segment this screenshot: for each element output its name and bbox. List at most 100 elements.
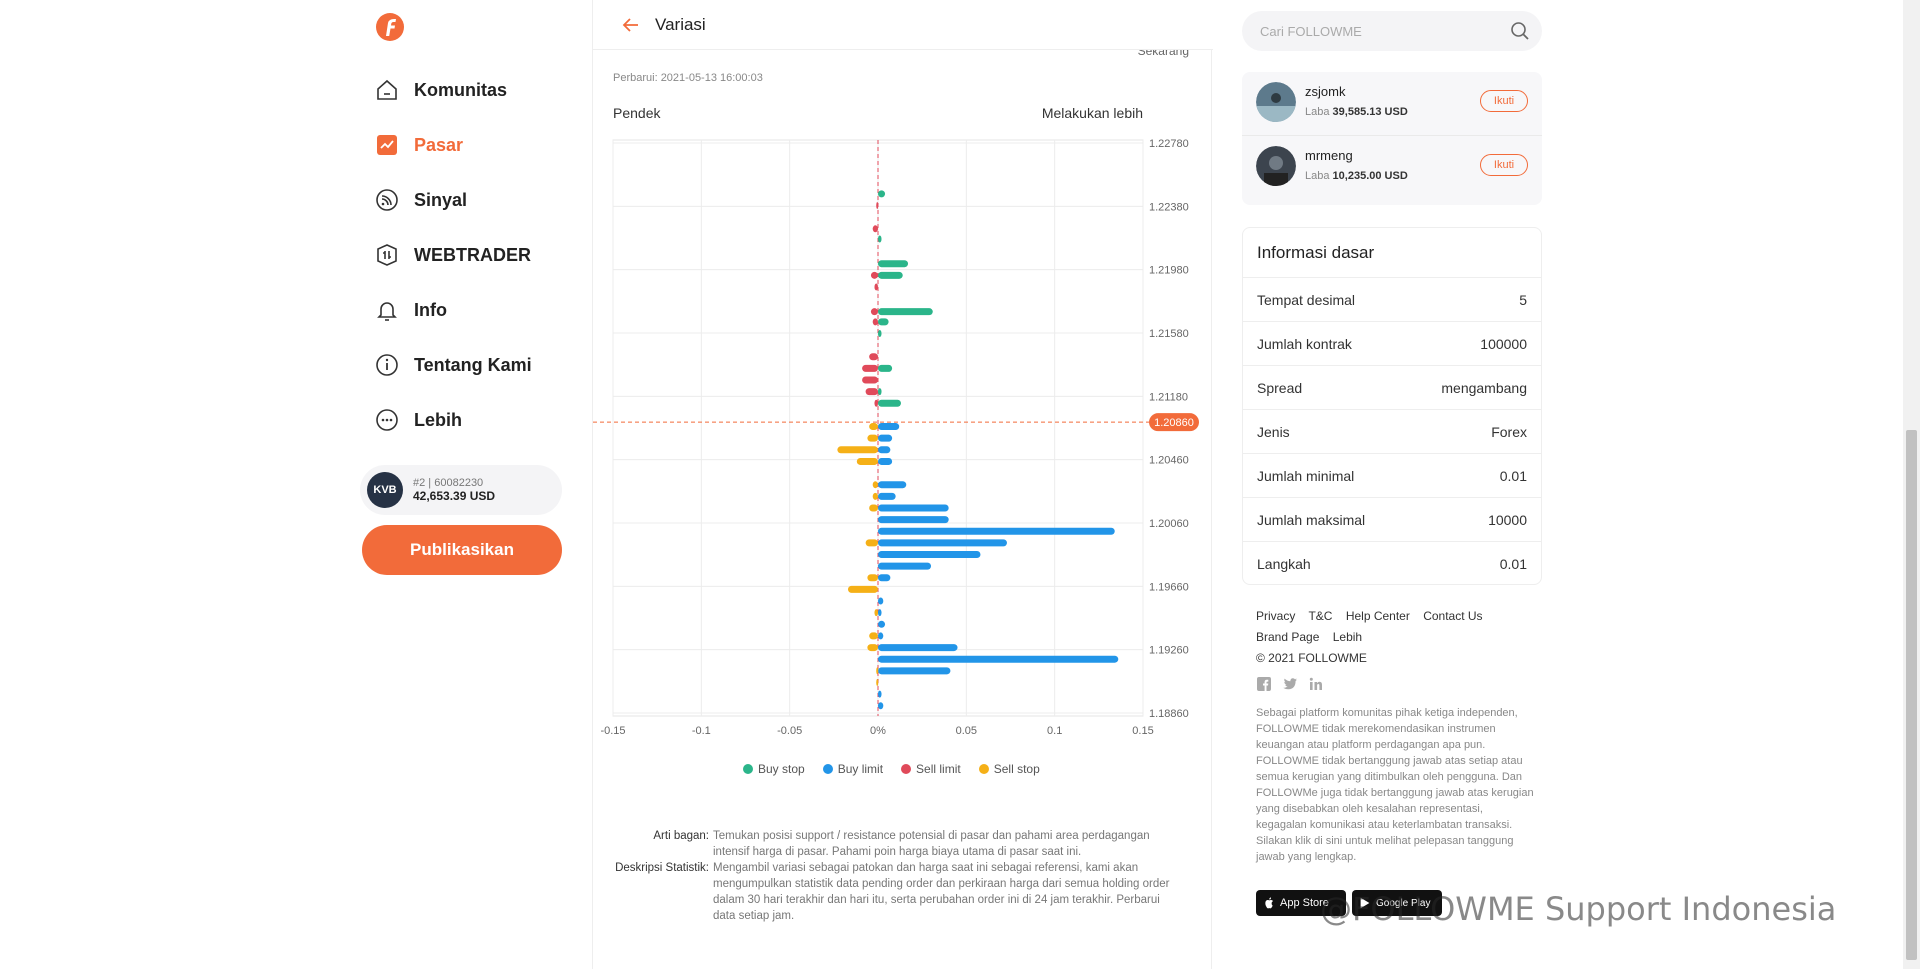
short-label: Pendek xyxy=(613,105,661,121)
facebook-icon[interactable] xyxy=(1256,676,1272,692)
footer-links: Privacy T&C Help Center Contact Us Brand… xyxy=(1256,606,1546,669)
nav-label: Lebih xyxy=(414,409,462,430)
nav-item-lebih[interactable]: Lebih xyxy=(375,400,575,440)
y-tick-label: 1.20460 xyxy=(1149,455,1189,467)
chart-bar xyxy=(878,562,931,570)
info-row: Tempat desimal 5 xyxy=(1243,278,1541,322)
chart-bar xyxy=(867,574,878,582)
linkedin-icon[interactable] xyxy=(1308,676,1324,692)
chart-bar xyxy=(869,423,878,431)
back-arrow-icon[interactable] xyxy=(621,15,641,35)
chart-bar xyxy=(867,644,878,652)
chart-bar xyxy=(837,446,878,454)
chart-bar xyxy=(872,481,878,489)
main-header: Variasi xyxy=(593,0,1213,50)
chart-bar xyxy=(862,376,878,384)
nav-label: Info xyxy=(414,299,447,320)
x-tick-label: 0.1 xyxy=(1047,725,1062,737)
y-tick-label: 1.22380 xyxy=(1149,201,1189,213)
chart-bar xyxy=(878,632,884,640)
divider xyxy=(1242,135,1542,136)
follow-item[interactable]: mrmeng Laba 10,235.00 USD Ikuti xyxy=(1242,136,1542,196)
nav-item-webtrader[interactable]: WEBTRADER xyxy=(375,235,575,275)
followme-logo-icon[interactable] xyxy=(375,12,405,42)
chart-bar xyxy=(878,364,893,372)
chart-bar xyxy=(878,481,907,489)
y-tick-label: 1.20060 xyxy=(1149,518,1189,530)
nav-item-sinyal[interactable]: Sinyal xyxy=(375,180,575,220)
search-input[interactable] xyxy=(1260,23,1490,39)
chart-bar xyxy=(878,399,901,407)
info-row: Jumlah maksimal 10000 xyxy=(1243,498,1541,542)
legend-item[interactable]: Sell limit xyxy=(901,762,961,776)
footer-link-lebih[interactable]: Lebih xyxy=(1332,630,1363,644)
search-box xyxy=(1242,11,1542,51)
chart-bar xyxy=(878,702,884,710)
watermark: @FOLLOWME Support Indonesia xyxy=(1320,890,1837,928)
long-label: Melakukan lebih xyxy=(1041,105,1143,121)
legend-label: Sell stop xyxy=(993,762,1040,776)
follow-item[interactable]: zsjomk Laba 39,585.13 USD Ikuti xyxy=(1242,72,1542,132)
follow-button[interactable]: Ikuti xyxy=(1480,154,1528,176)
nav-item-pasar[interactable]: Pasar xyxy=(375,125,575,165)
social-links xyxy=(1256,676,1324,692)
y-tick-label: 1.19260 xyxy=(1149,645,1189,657)
scrollbar[interactable] xyxy=(1903,0,1920,969)
follow-button[interactable]: Ikuti xyxy=(1480,90,1528,112)
twitter-icon[interactable] xyxy=(1282,676,1298,692)
footer-link-tc[interactable]: T&C xyxy=(1308,609,1333,623)
chart-bar xyxy=(878,527,1115,535)
follow-name: zsjomk xyxy=(1305,84,1346,99)
nav-item-komunitas[interactable]: Komunitas xyxy=(375,70,575,110)
search-icon[interactable] xyxy=(1510,21,1530,41)
chart-bar xyxy=(872,225,878,233)
chart-bar xyxy=(870,308,878,316)
nav-label: Tentang Kami xyxy=(414,354,532,375)
legend-item[interactable]: Buy limit xyxy=(822,762,883,776)
scrollbar-thumb[interactable] xyxy=(1906,430,1917,960)
google-play-badge[interactable]: Google Play xyxy=(1352,890,1442,916)
nav-item-info[interactable]: Info xyxy=(375,290,575,330)
chart-bar xyxy=(878,690,882,698)
x-tick-label: 0.05 xyxy=(956,725,977,737)
updated-timestamp: Perbarui: 2021-05-13 16:00:03 xyxy=(613,72,763,84)
legend-item[interactable]: Sell stop xyxy=(978,762,1040,776)
footer-link-contact-us[interactable]: Contact Us xyxy=(1423,609,1483,623)
basic-info-card: Informasi dasar Tempat desimal 5 Jumlah k… xyxy=(1242,227,1542,585)
account-card[interactable]: KVB #2 | 60082230 42,653.39 USD xyxy=(360,465,562,515)
follow-profit: Laba 10,235.00 USD xyxy=(1305,170,1408,182)
legend-dot xyxy=(978,764,989,774)
chart-bar xyxy=(878,318,889,326)
footer-link-brand-page[interactable]: Brand Page xyxy=(1256,630,1320,644)
avatar: KVB xyxy=(367,472,403,508)
chart-bar xyxy=(869,353,878,361)
nav-item-tentang-kami[interactable]: Tentang Kami xyxy=(375,345,575,385)
chart-bar xyxy=(878,423,900,431)
disclaimer: Sebagai platform komunitas pihak ketiga … xyxy=(1256,707,1534,863)
info-row: Langkah 0.01 xyxy=(1257,556,1527,572)
app-store-badge[interactable]: App Store xyxy=(1256,890,1346,916)
chart-bar xyxy=(874,609,878,617)
chart-bar xyxy=(856,457,878,465)
y-tick-label: 1.21180 xyxy=(1149,391,1188,403)
chart-bar xyxy=(878,308,933,316)
chart-legend: Buy stop Buy limit Sell limit Sell stop xyxy=(743,762,1040,776)
footer-link-privacy[interactable]: Privacy xyxy=(1256,609,1296,623)
y-tick-label: 1.21980 xyxy=(1149,265,1189,277)
legend-dot xyxy=(822,764,833,774)
main-panel: Sekarang Variasi Perbarui: 2021-05-13 16… xyxy=(592,0,1213,969)
x-tick-label: -0.05 xyxy=(777,725,802,737)
chart-bar xyxy=(876,678,879,686)
legend-item[interactable]: Buy stop xyxy=(743,762,805,776)
google-play-label: Google Play xyxy=(1376,897,1431,909)
chart-bar xyxy=(878,597,884,605)
chart-bar xyxy=(878,516,949,524)
avatar xyxy=(1256,146,1296,186)
apple-icon xyxy=(1265,897,1274,909)
position-chart: -0.15 -0.1 -0.05 0% 0.05 0.1 0.15 1.22780 1.2238… xyxy=(593,138,1199,737)
chart-bar xyxy=(878,504,949,512)
publish-button[interactable]: Publikasikan xyxy=(362,525,562,575)
chart-bar xyxy=(869,632,878,640)
footer-link-help-center[interactable]: Help Center xyxy=(1345,609,1410,623)
